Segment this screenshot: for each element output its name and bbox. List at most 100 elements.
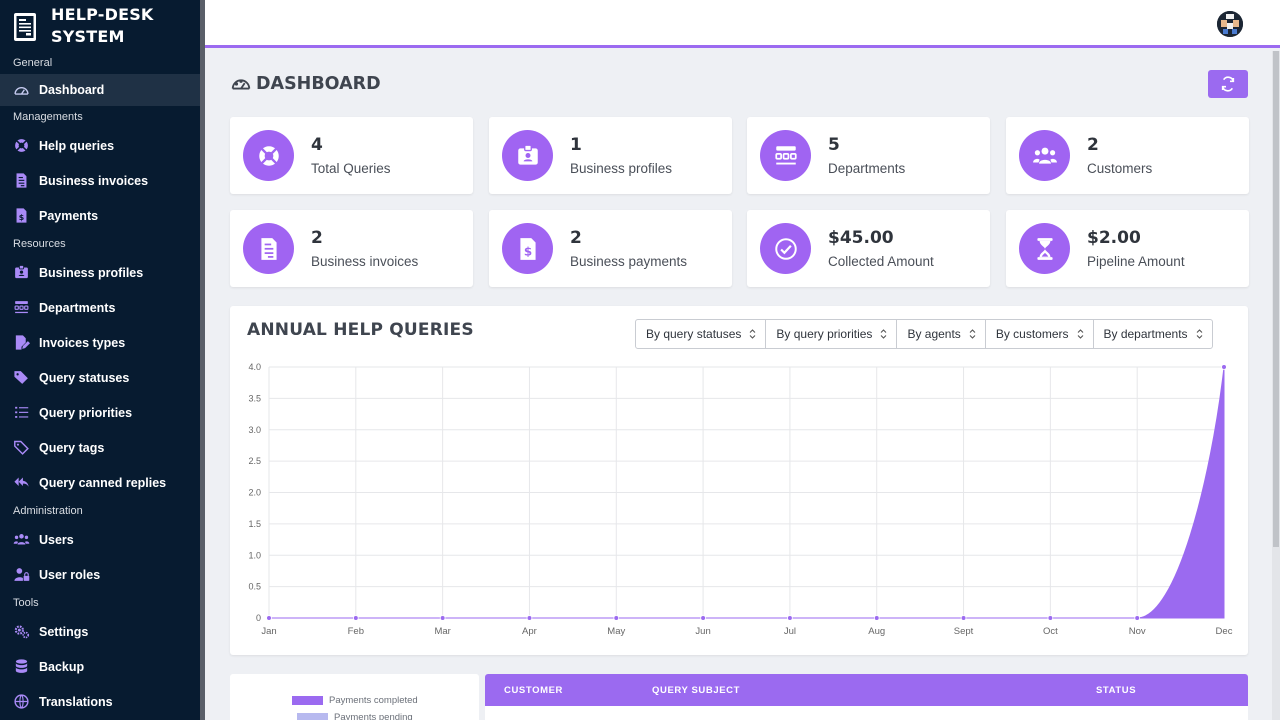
stat-label: Business profiles — [570, 161, 673, 176]
sidebar-icon-wrap — [13, 474, 30, 491]
stat-card-business-payments[interactable]: $ 2 Business payments — [489, 210, 732, 287]
sidebar-item-query-priorities[interactable]: Query priorities — [0, 395, 200, 430]
lifebuoy-icon — [15, 139, 28, 152]
sidebar-item-departments[interactable]: Departments — [0, 290, 200, 325]
sidebar-item-translations[interactable]: Translations — [0, 684, 200, 719]
sidebar-item-label: Settings — [39, 624, 89, 639]
sidebar-item-label: Query tags — [39, 440, 105, 455]
x-tick-label: May — [607, 626, 625, 637]
filter-select-by-departments[interactable]: By departments — [1092, 319, 1213, 349]
data-point — [1221, 364, 1227, 370]
x-tick-label: Jan — [261, 626, 276, 637]
hourglass-icon — [1036, 237, 1053, 260]
svg-text:$: $ — [19, 213, 24, 222]
sidebar-icon-wrap — [13, 137, 30, 154]
sidebar-icon-wrap — [13, 623, 30, 640]
page-scrollbar[interactable] — [1272, 51, 1280, 720]
departments-icon — [14, 301, 29, 314]
stat-card-departments[interactable]: 5 Departments — [747, 117, 990, 194]
brand-line-1: HELP-DESK — [51, 5, 154, 24]
receipt-logo-icon — [14, 13, 36, 41]
stat-card-collected-amount[interactable]: $45.00 Collected Amount — [747, 210, 990, 287]
dollar-file-icon: $ — [519, 237, 536, 260]
data-point — [439, 615, 446, 621]
x-tick-label: Aug — [868, 626, 885, 637]
y-tick-label: 3.5 — [248, 393, 261, 403]
users-icon — [13, 534, 30, 545]
stat-card-pipeline-amount[interactable]: $2.00 Pipeline Amount — [1006, 210, 1249, 287]
refresh-button[interactable] — [1208, 70, 1248, 98]
filter-select-by-query-statuses[interactable]: By query statuses — [635, 319, 767, 349]
sidebar-icon-wrap — [13, 82, 30, 99]
filter-select-by-query-priorities[interactable]: By query priorities — [765, 319, 898, 349]
sidebar-icon-wrap — [13, 566, 30, 583]
stat-label: Business payments — [570, 254, 688, 269]
database-icon — [15, 659, 28, 673]
x-tick-label: Sept — [954, 626, 974, 637]
departments-icon — [774, 145, 797, 165]
sidebar-item-invoices-types[interactable]: Invoices types — [0, 325, 200, 360]
sidebar-item-backup[interactable]: Backup — [0, 649, 200, 684]
sidebar-item-business-profiles[interactable]: Business profiles — [0, 255, 200, 290]
scrollbar-thumb[interactable] — [1273, 51, 1279, 547]
sidebar-item-user-roles[interactable]: User roles — [0, 557, 200, 592]
filter-select-by-agents[interactable]: By agents — [896, 319, 986, 349]
user-lock-icon — [14, 568, 30, 581]
refresh-icon — [1221, 76, 1235, 92]
stat-icon-circle — [1019, 223, 1070, 274]
sidebar-icon-wrap — [13, 264, 30, 281]
column-customer[interactable]: CUSTOMER — [504, 685, 563, 696]
sidebar-section-title: Managements — [13, 111, 83, 123]
data-point — [873, 615, 880, 621]
sidebar-item-dashboard[interactable]: Dashboard — [0, 74, 200, 106]
list-icon — [15, 406, 29, 418]
chevron-updown-icon — [750, 329, 756, 339]
sidebar-item-query-tags[interactable]: Query tags — [0, 430, 200, 465]
sidebar-section-title: Resources — [13, 238, 66, 250]
y-tick-label: 2.0 — [248, 488, 261, 498]
column-status[interactable]: STATUS — [1096, 685, 1137, 696]
language-icon — [14, 694, 29, 709]
y-tick-label: 0 — [256, 613, 261, 623]
legend-swatch-completed — [292, 696, 323, 705]
sidebar-icon-wrap — [13, 658, 30, 675]
y-tick-label: 4.0 — [248, 362, 261, 372]
stat-icon-circle — [760, 223, 811, 274]
sidebar-item-settings[interactable]: Settings — [0, 614, 200, 649]
sidebar-item-query-statuses[interactable]: Query statuses — [0, 360, 200, 395]
lifebuoy-icon — [258, 145, 279, 166]
sidebar-section-title: Tools — [13, 597, 39, 609]
stat-card-customers[interactable]: 2 Customers — [1006, 117, 1249, 194]
data-point — [266, 615, 272, 621]
sidebar-item-payments[interactable]: $ Payments — [0, 198, 200, 233]
sidebar-item-label: Backup — [39, 659, 85, 674]
x-tick-label: Jul — [784, 626, 796, 637]
column-query-subject[interactable]: QUERY SUBJECT — [652, 685, 741, 696]
stat-card-business-invoices[interactable]: 2 Business invoices — [230, 210, 473, 287]
sidebar-item-query-canned-replies[interactable]: Query canned replies — [0, 465, 200, 500]
sidebar-item-label: Departments — [39, 300, 116, 315]
data-point — [1047, 615, 1054, 621]
chart-title: ANNUAL HELP QUERIES — [247, 320, 474, 340]
sidebar-item-label: Query canned replies — [39, 475, 167, 490]
sidebar-icon-wrap: $ — [13, 207, 30, 224]
stat-card-business-profiles[interactable]: 1 Business profiles — [489, 117, 732, 194]
filter-label: By departments — [1103, 327, 1188, 341]
check-circle-icon — [774, 237, 797, 260]
user-avatar[interactable] — [1217, 11, 1243, 37]
sidebar-item-users[interactable]: Users — [0, 522, 200, 557]
brand[interactable]: HELP-DESK SYSTEM — [0, 0, 200, 52]
sidebar: HELP-DESK SYSTEM General Dashboard Manag… — [0, 0, 200, 720]
stat-label: Pipeline Amount — [1087, 254, 1185, 269]
sidebar-item-help-queries[interactable]: Help queries — [0, 128, 200, 163]
filter-select-by-customers[interactable]: By customers — [984, 319, 1094, 349]
sidebar-item-business-invoices[interactable]: Business invoices — [0, 163, 200, 198]
stat-card-total-queries[interactable]: 4 Total Queries — [230, 117, 473, 194]
y-tick-label: 0.5 — [248, 582, 261, 592]
chevron-updown-icon — [1196, 329, 1202, 339]
stat-value: 2 — [570, 228, 582, 248]
legend-swatch-pending — [297, 713, 328, 720]
sidebar-item-label: Business profiles — [39, 265, 144, 280]
filter-label: By customers — [995, 327, 1069, 341]
stat-icon-circle — [243, 130, 294, 181]
